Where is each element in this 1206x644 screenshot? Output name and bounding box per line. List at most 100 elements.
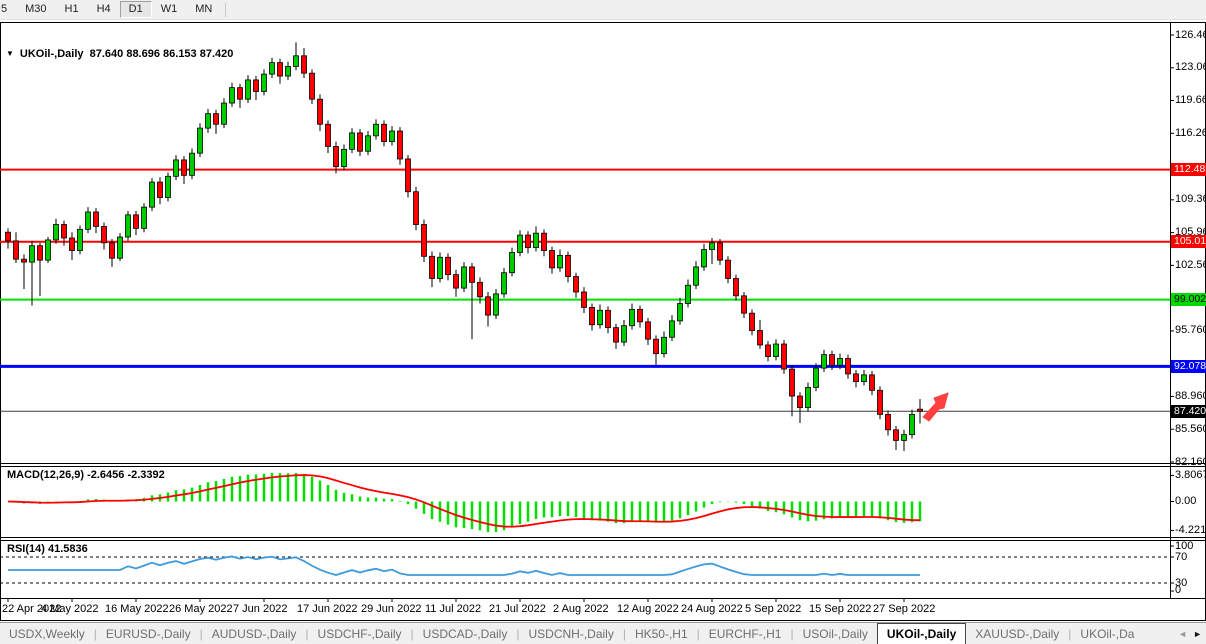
price-tag-112488: 112.488 — [1171, 163, 1206, 177]
candle-body — [93, 211, 99, 227]
timeframe-button-mn[interactable]: MN — [195, 3, 213, 15]
timeframe-button-5[interactable]: 5 — [1, 3, 8, 15]
price-axis-label: 102.560 — [1175, 258, 1206, 271]
date-axis-label: 27 Sep 2022 — [873, 603, 936, 615]
timeframe-toolbar: 5 M30 H1 H4 D1 W1 MN — [0, 0, 1206, 20]
macd-axis-label: -4.221 — [1175, 523, 1206, 536]
candle-body — [237, 87, 243, 100]
candle-body — [157, 181, 163, 198]
candle-body — [853, 373, 859, 383]
candle-body — [493, 293, 499, 316]
candle-body — [181, 159, 187, 176]
candle-body — [685, 284, 691, 304]
tab-hk50-h1[interactable]: HK50-,H1 — [634, 626, 688, 641]
date-axis-label: 21 Jul 2022 — [489, 603, 546, 615]
timeframe-button-d1[interactable]: D1 — [119, 1, 152, 18]
candle-body — [229, 87, 235, 104]
candle-body — [29, 245, 35, 263]
candle-body — [589, 306, 595, 326]
date-axis-label: 12 Aug 2022 — [617, 603, 679, 615]
candle-body — [869, 374, 875, 391]
tab-eurchf-h1[interactable]: EURCHF-,H1 — [708, 626, 782, 641]
date-axis-label: 4 May 2022 — [41, 603, 99, 615]
candle-body — [349, 132, 355, 150]
tab-separator: | — [622, 626, 626, 641]
candle-body — [509, 252, 515, 274]
tab-ukoil-daily[interactable]: UKOil-,Daily — [876, 623, 967, 644]
candle-body — [573, 276, 579, 293]
tab-separator: | — [93, 626, 97, 641]
candle-body — [621, 325, 627, 343]
rsi-axis-label: 0 — [1175, 583, 1182, 596]
candle-body — [341, 148, 347, 168]
chart-ohlc-values: 87.640 88.696 86.153 87.420 — [89, 48, 234, 60]
tab-usdx-weekly[interactable]: USDX,Weekly — [9, 626, 85, 641]
date-axis-label: 7 Jun 2022 — [233, 603, 288, 615]
chart-canvas[interactable] — [0, 22, 1206, 643]
candle-body — [501, 272, 507, 295]
candle-body — [173, 159, 179, 177]
tab-scroll-right-icon[interactable]: ► — [1193, 628, 1202, 639]
timeframe-button-m30[interactable]: M30 — [25, 3, 47, 15]
tab-eurusd-daily[interactable]: EURUSD-,Daily — [105, 626, 191, 641]
tab-usoil-daily[interactable]: USOil-,Daily — [802, 626, 868, 641]
tab-separator: | — [516, 626, 520, 641]
date-axis-label: 17 Jun 2022 — [297, 603, 358, 615]
tab-separator: | — [1068, 626, 1072, 641]
candle-body — [605, 309, 611, 329]
candle-body — [445, 256, 451, 276]
candle-body — [861, 374, 867, 383]
timeframe-button-h4[interactable]: H4 — [96, 3, 111, 15]
timeframe-button-w1[interactable]: W1 — [160, 3, 178, 15]
tab-usdchf-daily[interactable]: USDCHF-,Daily — [317, 626, 402, 641]
candle-body — [525, 234, 531, 249]
candle-body — [821, 354, 827, 369]
candle-body — [669, 320, 675, 338]
candle-body — [277, 62, 283, 77]
price-axis-label: 119.660 — [1175, 94, 1206, 107]
candle-body — [381, 123, 387, 143]
candle-body — [765, 344, 771, 357]
candle-body — [749, 312, 755, 331]
rsi-axis-label: 100 — [1175, 539, 1194, 552]
candle-body — [653, 338, 659, 355]
trend-arrow-icon[interactable] — [922, 392, 949, 422]
candle-body — [13, 240, 19, 260]
candle-body — [661, 336, 667, 355]
tab-xauusd-daily[interactable]: XAUUSD-,Daily — [975, 626, 1060, 641]
candle-body — [253, 79, 259, 92]
candle-body — [453, 274, 459, 289]
tab-separator: | — [199, 626, 203, 641]
date-axis-label: 2 Aug 2022 — [553, 603, 609, 615]
candle-body — [637, 308, 643, 323]
candle-body — [109, 242, 115, 259]
rsi-axis-label: 70 — [1175, 550, 1188, 563]
symbol-tabbar: USDX,Weekly | EURUSD-,Daily | AUDUSD-,Daily |… — [0, 622, 1206, 644]
price-axis-label: 126.460 — [1175, 28, 1206, 41]
tab-usdcnh-daily[interactable]: USDCNH-,Daily — [528, 626, 614, 641]
tab-scroll-left-icon[interactable]: ◄ — [1178, 628, 1188, 639]
candle-body — [709, 242, 715, 250]
timeframe-button-h1[interactable]: H1 — [64, 3, 79, 15]
price-tag-92078: 92.078 — [1171, 359, 1206, 373]
candle-body — [405, 158, 411, 193]
candle-body — [397, 130, 403, 160]
rsi-axis-label: 30 — [1175, 576, 1188, 589]
tab-ukoil-da[interactable]: UKOil-,Da — [1080, 626, 1135, 641]
candle-body — [757, 330, 763, 346]
candle-body — [101, 226, 107, 244]
price-axis-label: 88.960 — [1175, 389, 1206, 402]
candle-body — [901, 434, 907, 441]
tab-usdcad-daily[interactable]: USDCAD-,Daily — [422, 626, 508, 641]
candle-body — [837, 358, 843, 366]
candle-body — [45, 239, 51, 261]
rsi-line — [8, 555, 920, 576]
date-axis-label: 16 May 2022 — [105, 603, 169, 615]
price-tag-105015: 105.015 — [1171, 235, 1206, 249]
chart-window[interactable]: ▼ UKOil-,Daily 87.640 88.696 86.153 87.4… — [0, 22, 1206, 621]
candle-body — [309, 72, 315, 100]
chart-dropdown-icon[interactable]: ▼ — [6, 48, 14, 58]
candle-body — [285, 66, 291, 77]
tab-audusd-daily[interactable]: AUDUSD-,Daily — [211, 626, 297, 641]
